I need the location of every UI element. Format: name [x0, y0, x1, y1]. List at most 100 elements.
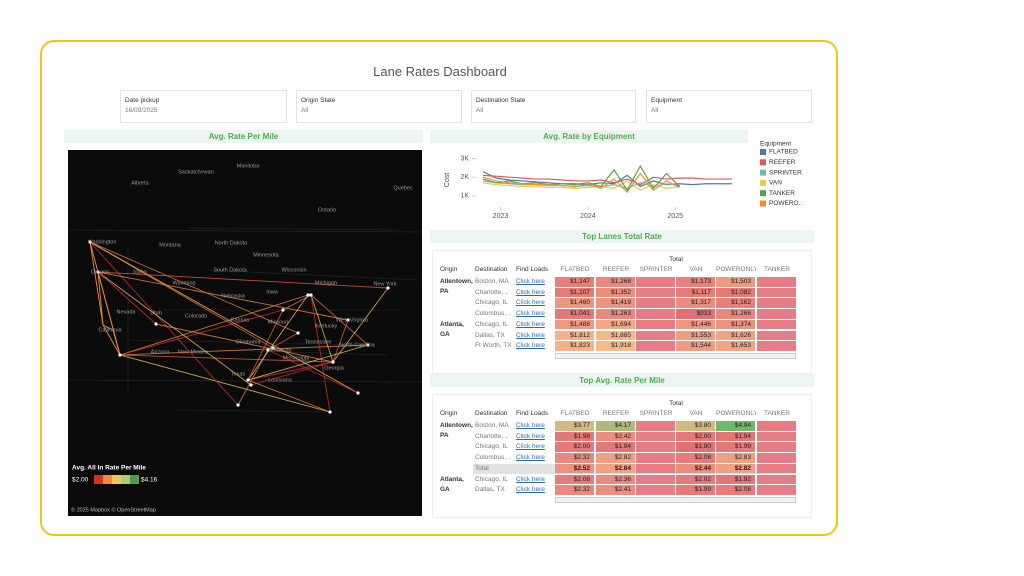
- column-header: VAN: [689, 266, 703, 273]
- value-cell: $1,266: [716, 309, 755, 319]
- column-header: Destination: [475, 266, 508, 273]
- value-cell: $2.00: [555, 442, 594, 453]
- map-label: Wisconsin: [281, 267, 306, 273]
- route: [250, 361, 334, 386]
- find-loads-link[interactable]: Click here: [516, 443, 545, 451]
- value-cell: $1,147: [555, 277, 594, 287]
- value-cell: $1,268: [596, 277, 635, 287]
- map-point: [236, 403, 240, 407]
- map-label: Idaho: [133, 269, 147, 275]
- find-loads-link[interactable]: Click here: [516, 432, 545, 440]
- value-cell: $2.52: [555, 463, 594, 474]
- y-tick-label: 2K: [460, 174, 469, 181]
- map-label: Tennessee: [305, 339, 332, 345]
- find-loads-link[interactable]: Click here: [516, 331, 545, 339]
- map-label: Utah: [150, 310, 162, 316]
- route: [97, 271, 349, 321]
- map-border: [127, 339, 369, 346]
- find-loads-link[interactable]: Click here: [516, 299, 545, 307]
- find-loads-link[interactable]: Click here: [516, 422, 545, 429]
- legend-swatch: [103, 475, 112, 484]
- value-cell: $2.32: [555, 453, 594, 463]
- map-label: Kentucky: [315, 323, 338, 329]
- value-cell: [757, 330, 796, 341]
- route: [332, 287, 389, 363]
- route: [89, 241, 104, 326]
- find-loads-link[interactable]: Click here: [516, 320, 545, 328]
- map-label: Ontario: [318, 207, 336, 213]
- value-cell: $1.94: [716, 431, 755, 442]
- route: [102, 324, 114, 331]
- value-cell: $1.80: [676, 442, 715, 453]
- value-cell: [757, 287, 796, 298]
- map-border: [207, 269, 419, 281]
- map-point: [88, 240, 92, 244]
- map-point: [366, 343, 370, 347]
- value-cell: $3.77: [555, 421, 594, 431]
- route: [112, 329, 121, 356]
- y-tick-label: 1K: [460, 193, 469, 200]
- map-label: Montana: [159, 242, 181, 248]
- map-label: Oklahoma: [235, 339, 261, 345]
- find-loads-link[interactable]: Click here: [516, 454, 545, 462]
- value-cell: $1,460: [555, 298, 594, 309]
- value-cell: [757, 453, 796, 463]
- map-point: [328, 410, 332, 414]
- find-loads-link[interactable]: Click here: [516, 486, 545, 494]
- column-header: Origin: [440, 266, 458, 273]
- map-point: [249, 383, 253, 387]
- route: [310, 294, 331, 413]
- origin: Allentown, PA: [440, 422, 473, 439]
- value-cell: $1.99: [676, 485, 715, 495]
- legend-title: Avg. All In Rate Per Mile: [72, 465, 146, 472]
- panel-title: Avg. Rate Per Mile: [64, 130, 423, 143]
- legend-max: $4.16: [141, 477, 158, 484]
- map-point: [154, 322, 158, 326]
- value-cell: [636, 421, 675, 431]
- find-loads-link[interactable]: Click here: [516, 278, 545, 285]
- map-label: North Dakota: [215, 240, 248, 246]
- map-border: [177, 409, 329, 413]
- value-cell: [757, 442, 796, 453]
- route: [97, 271, 389, 289]
- map-point: [271, 346, 275, 350]
- column-header: POWERONLY: [716, 266, 756, 273]
- x-tick-label: 2024: [580, 213, 596, 220]
- value-cell: $1,317: [676, 298, 715, 309]
- find-loads-link[interactable]: Click here: [516, 288, 545, 296]
- value-cell: $2.83: [716, 453, 755, 463]
- value-cell: $4.94: [716, 421, 755, 431]
- route: [310, 294, 334, 363]
- map-point: [246, 378, 250, 382]
- route: [247, 294, 309, 381]
- destination: Dallas, TX: [475, 331, 505, 339]
- value-cell: [636, 474, 675, 485]
- route: [247, 309, 284, 381]
- filter: Date pickup 16/09/2025: [120, 90, 287, 123]
- route: [155, 323, 334, 363]
- column-header: VAN: [689, 410, 703, 417]
- column-header: Find Loads: [516, 266, 549, 273]
- scrollbar: [555, 496, 796, 503]
- find-loads-link[interactable]: Click here: [516, 475, 545, 483]
- map-label: Missouri: [268, 319, 288, 325]
- panel-title: Top Avg. Rate Per Mile: [430, 374, 814, 387]
- find-loads-link[interactable]: Click here: [516, 310, 545, 318]
- map-point: [281, 308, 285, 312]
- map-point: [118, 353, 122, 357]
- value-cell: [636, 431, 675, 442]
- route: [119, 344, 369, 356]
- find-loads-link[interactable]: Click here: [516, 342, 545, 350]
- table-frame: [432, 394, 812, 518]
- map-point: [356, 391, 360, 395]
- map-label: New Mexico: [178, 349, 208, 355]
- legend-label: FLATBED: [769, 149, 798, 156]
- destination: Chicago, IL: [475, 475, 508, 483]
- value-cell: $1.99: [716, 442, 755, 453]
- x-tick-label: 2025: [667, 213, 683, 220]
- route: [89, 241, 239, 406]
- value-cell: $1,374: [716, 319, 755, 330]
- value-cell: [636, 341, 675, 351]
- legend-swatch: [760, 200, 766, 207]
- filter-value: All: [476, 107, 484, 114]
